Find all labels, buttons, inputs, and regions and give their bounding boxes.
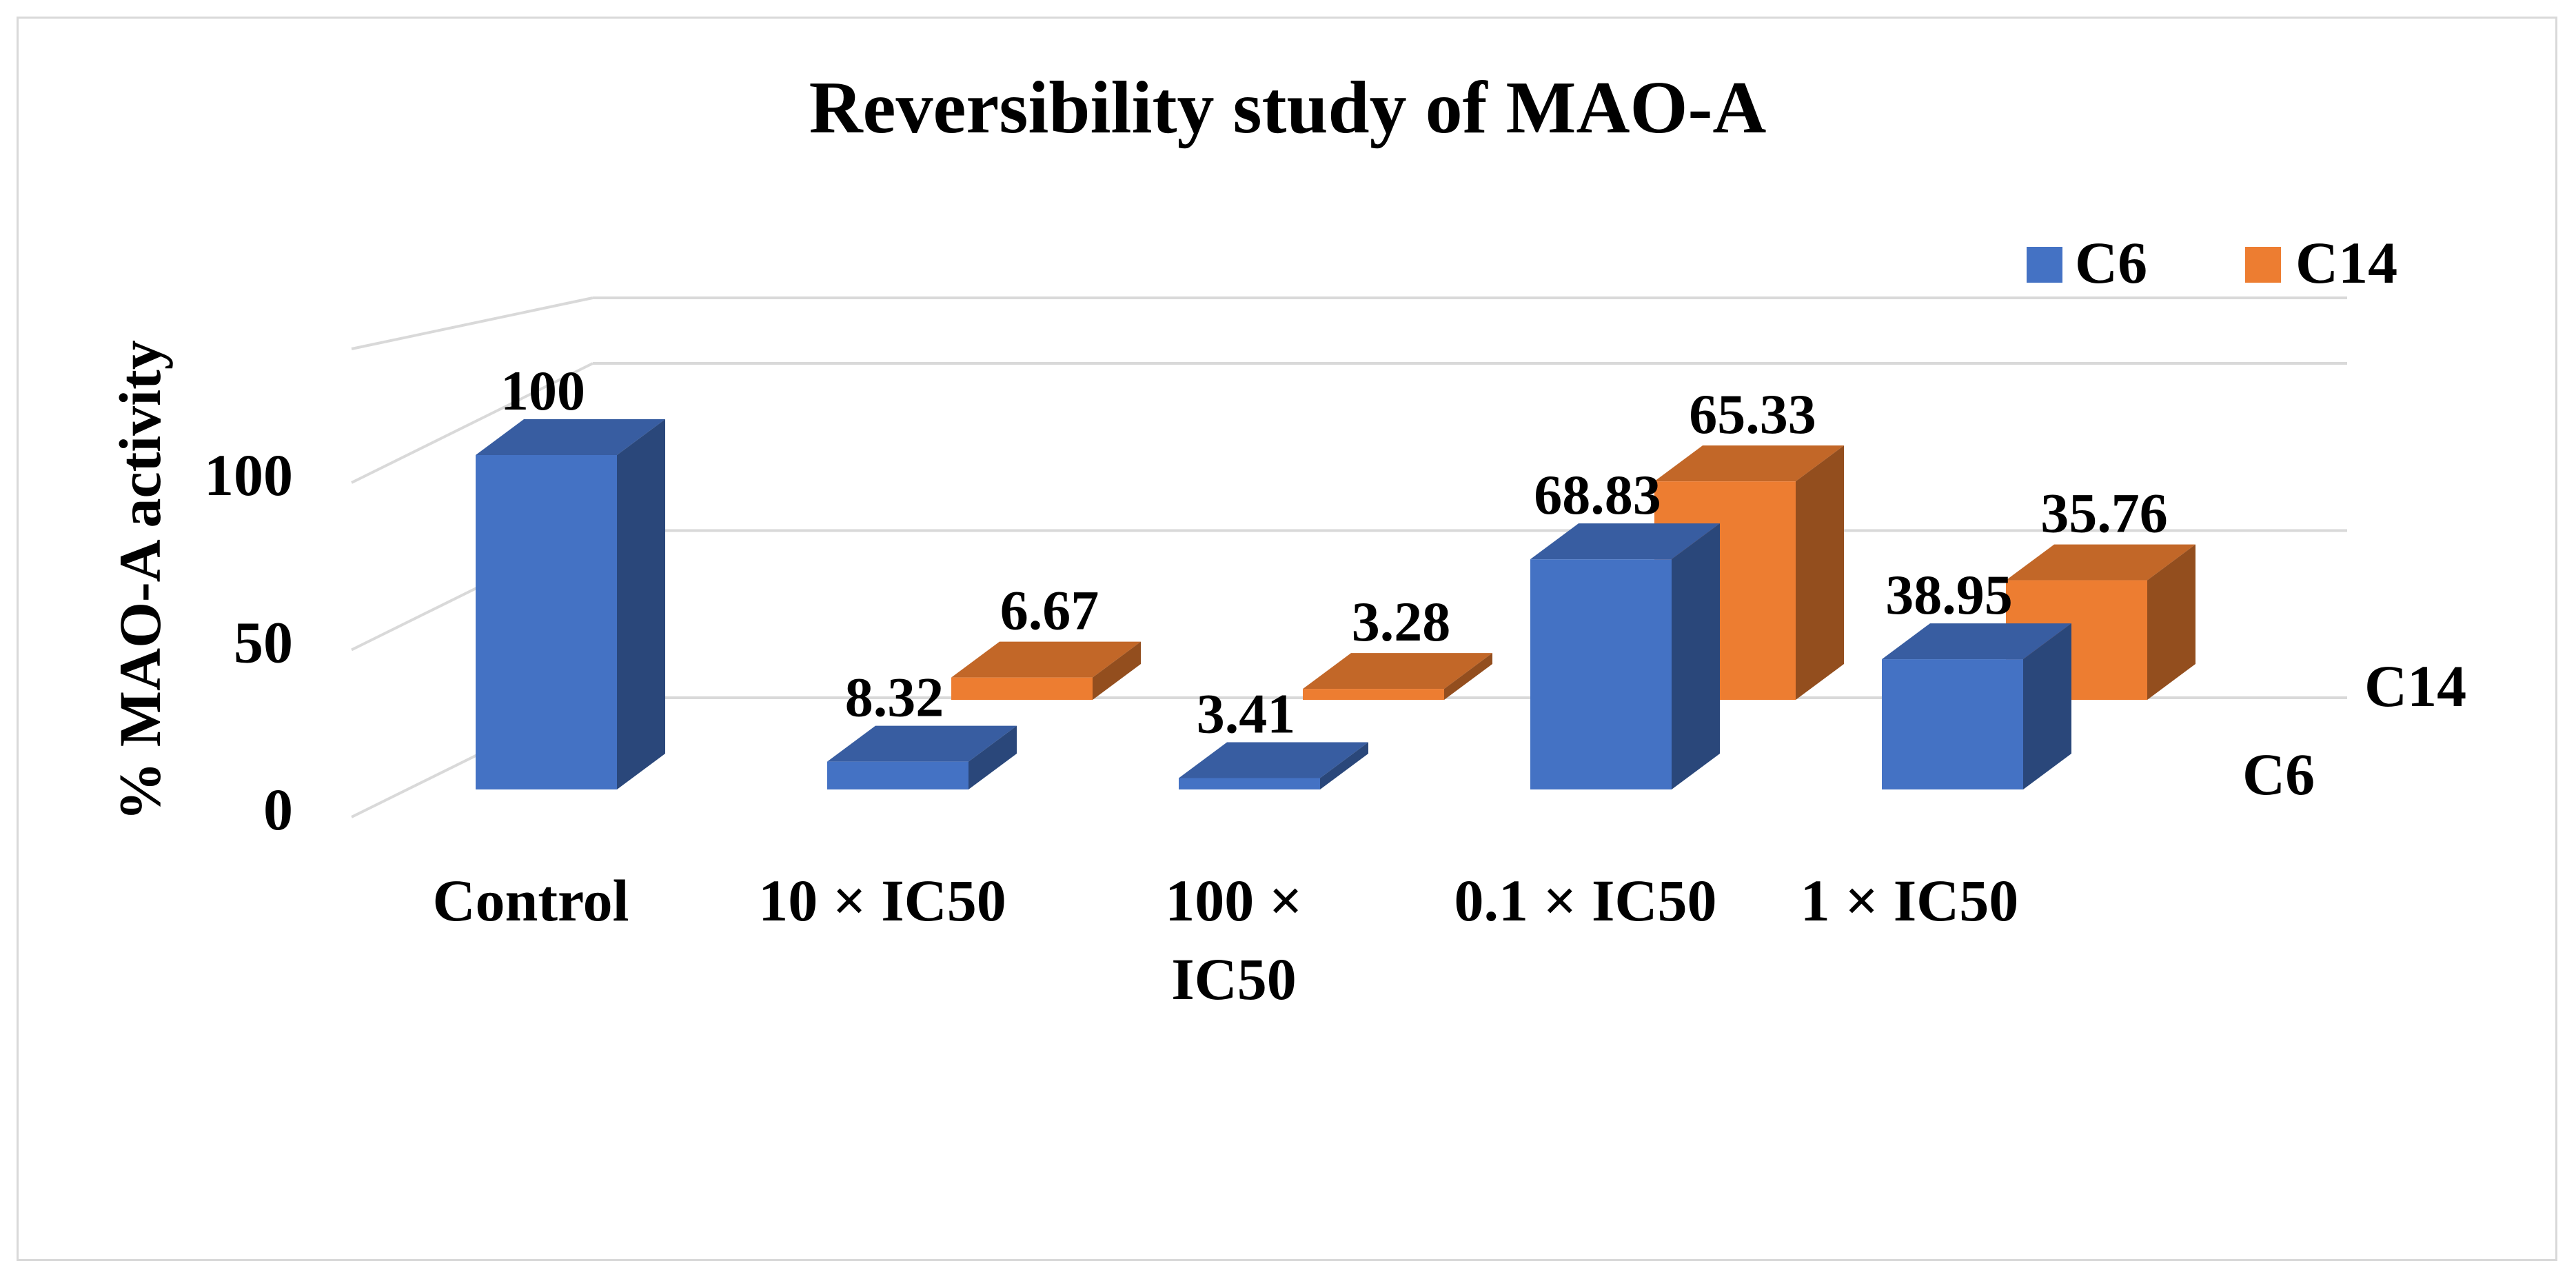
data-label-c6-0-1-ic50: 68.83 <box>1534 463 1661 526</box>
bar-c14-100-ic50-side <box>1444 653 1492 700</box>
x-tick-label-1-ic50: 1 × IC50 <box>1801 867 2019 934</box>
x-tick-label-0-1-ic50: 0.1 × IC50 <box>1454 867 1716 934</box>
data-label-c14-1-ic50: 35.76 <box>2040 482 2168 545</box>
bar-c6-100-ic50-front <box>1179 778 1320 789</box>
bar-c14-10-ic50-top <box>951 641 1141 678</box>
bar-c6-10-ic50-side <box>968 725 1017 789</box>
bar-c6-control-side <box>617 419 665 789</box>
bar-c6-control-top <box>476 419 665 455</box>
data-label-c6-100-ic50: 3.41 <box>1197 682 1296 745</box>
bar-c14-10-ic50-front <box>951 677 1093 700</box>
wall-top-line <box>351 296 594 350</box>
legend-swatch-c14 <box>2245 247 2281 283</box>
bar-c6-100-ic50-top <box>1179 742 1368 778</box>
bar-c6-100-ic50-side <box>1320 742 1368 789</box>
labels: 0 50 100 6.67 3.28 65.33 35.76 100 8.32 3.41 68.83… <box>204 359 2168 1012</box>
data-label-c6-10-ic50: 8.32 <box>845 666 944 729</box>
legend-label-c6: C6 <box>2075 230 2147 296</box>
y-tick-label: 100 <box>204 442 293 508</box>
bar-c6-1-ic50 <box>1882 623 2071 789</box>
legend-label-c14: C14 <box>2295 230 2397 296</box>
bar-c6-control-front <box>476 455 617 789</box>
x-tick-label-100-ic50: IC50 <box>1171 946 1297 1012</box>
bar-c6-10-ic50 <box>827 725 1017 789</box>
bar-c6-control <box>476 419 665 789</box>
bar-c6-1-ic50-side <box>2023 623 2071 789</box>
bar-c14-0-1-ic50-top <box>1654 445 1844 482</box>
bar-c6-10-ic50-top <box>827 725 1017 762</box>
bar-c6-1-ic50-front <box>1882 659 2023 789</box>
bar-c14-100-ic50-top <box>1303 653 1492 689</box>
y-axis-label: % MAO-A activity <box>107 340 173 820</box>
y-tick-label: 0 <box>263 776 293 843</box>
bar-c14-1-ic50-side <box>2147 544 2195 700</box>
chart-title: Reversibility study of MAO-A <box>809 67 1767 149</box>
bar-c14-100-ic50 <box>1303 653 1492 700</box>
data-label-c14-0-1-ic50: 65.33 <box>1689 383 1816 445</box>
x-tick-label-10-ic50: 10 × IC50 <box>758 867 1006 934</box>
data-label-c6-control: 100 <box>500 359 585 422</box>
bar-c6-0-1-ic50-front <box>1530 559 1672 789</box>
bar-c14-10-ic50-side <box>1093 641 1141 700</box>
gridline-100 <box>351 362 594 484</box>
legend: C6 C14 <box>2027 230 2397 296</box>
bar-c6-0-1-ic50-side <box>1672 523 1720 789</box>
bar-c14-0-1-ic50-side <box>1796 445 1844 700</box>
bar-c6-1-ic50-top <box>1882 623 2071 660</box>
bars <box>476 419 2195 789</box>
bar-c6-10-ic50-front <box>827 761 968 789</box>
y-tick-label: 50 <box>234 610 293 676</box>
bar-c14-100-ic50-front <box>1303 689 1444 700</box>
data-label-c6-1-ic50: 38.95 <box>1885 563 2013 626</box>
bar-c6-100-ic50 <box>1179 742 1368 789</box>
depth-axis-label-c14: C14 <box>2364 653 2466 719</box>
x-tick-label-control: Control <box>432 867 629 934</box>
data-label-c14-10-ic50: 6.67 <box>1000 579 1099 642</box>
gridlines <box>351 296 2347 818</box>
data-label-c14-100-ic50: 3.28 <box>1352 590 1451 653</box>
bar-c14-1-ic50-top <box>2006 544 2195 581</box>
depth-axis-label-c6: C6 <box>2242 741 2315 807</box>
bar-c14-10-ic50 <box>951 641 1141 700</box>
legend-swatch-c6 <box>2027 247 2062 283</box>
x-tick-label-100-ic50: 100 × <box>1165 867 1303 934</box>
bar-c6-0-1-ic50-top <box>1530 523 1720 560</box>
bar-c6-0-1-ic50 <box>1530 523 1720 789</box>
